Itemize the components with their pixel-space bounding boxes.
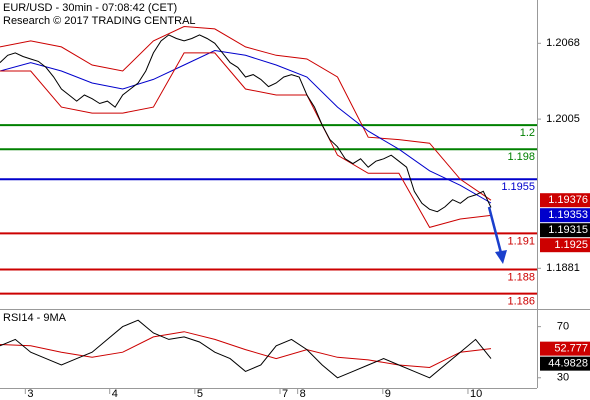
series-line xyxy=(0,34,492,213)
y-tick-label: 30 xyxy=(557,372,569,384)
plot: 1.2068 1.2005 1.1881 1.2 1.198 1.1955 1.191 1.1… xyxy=(0,25,590,400)
level-label: 1.191 xyxy=(507,235,535,247)
chart-title: EUR/USD - 30min - 07:08:42 (CET) xyxy=(3,2,177,14)
x-tick-label: 7 xyxy=(282,388,288,400)
y-tick-label: 1.2005 xyxy=(546,113,580,125)
value-box xyxy=(540,341,590,356)
value-box-label: 1.19376 xyxy=(548,194,588,206)
level-label: 1.2 xyxy=(520,127,535,139)
y-tick-label: 70 xyxy=(557,321,569,333)
y-tick-label: 1.1881 xyxy=(546,262,580,274)
x-tick-label: 3 xyxy=(27,388,33,400)
rsi-title: RSI14 - 9MA xyxy=(3,312,67,324)
x-tick-label: 9 xyxy=(385,388,391,400)
value-box-label: 1.19315 xyxy=(548,224,588,236)
series-line xyxy=(0,52,492,228)
x-tick-label: 4 xyxy=(112,388,118,400)
x-tick-label: 8 xyxy=(300,388,306,400)
value-box xyxy=(540,193,590,208)
chart-subtitle: Research © 2017 TRADING CENTRAL xyxy=(3,15,196,27)
forecast-arrow xyxy=(487,206,503,254)
y-tick-label: 1.2068 xyxy=(546,37,580,49)
level-label: 1.186 xyxy=(507,295,535,307)
value-box xyxy=(540,223,590,238)
x-tick-label: 10 xyxy=(470,388,482,400)
value-box-label: 1.19353 xyxy=(548,209,588,221)
x-tick-label: 5 xyxy=(197,388,203,400)
value-box xyxy=(540,238,590,253)
series-line xyxy=(0,25,492,201)
forecast-arrowhead xyxy=(495,250,507,264)
value-box-label: 1.1925 xyxy=(554,239,588,251)
level-label: 1.188 xyxy=(507,271,535,283)
series-line xyxy=(0,331,492,369)
series-line xyxy=(0,319,492,379)
value-box xyxy=(540,208,590,223)
series-line xyxy=(0,49,492,204)
value-box-label: 44.9828 xyxy=(548,358,588,370)
value-box xyxy=(540,356,590,371)
level-label: 1.198 xyxy=(507,151,535,163)
level-label: 1.1955 xyxy=(501,181,535,193)
value-box-label: 52.777 xyxy=(554,343,588,355)
